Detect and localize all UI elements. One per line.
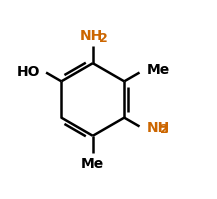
Text: Me: Me [81, 157, 104, 171]
Text: NH: NH [146, 121, 170, 135]
Text: 2: 2 [99, 32, 107, 45]
Text: Me: Me [146, 63, 170, 77]
Text: 2: 2 [160, 123, 169, 136]
Text: NH: NH [80, 29, 103, 43]
Text: HO: HO [17, 64, 40, 79]
